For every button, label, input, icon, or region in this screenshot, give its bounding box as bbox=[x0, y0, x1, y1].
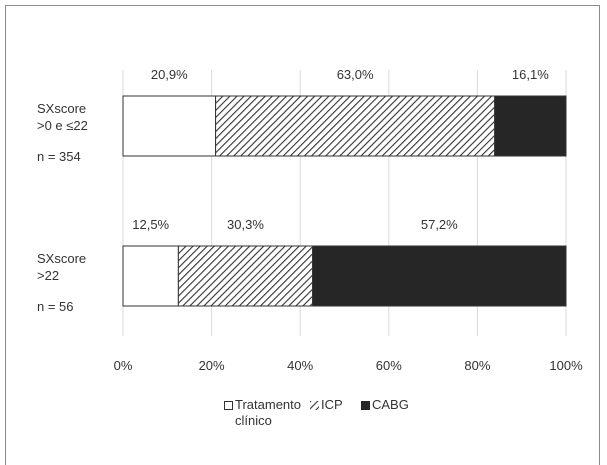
legend-item-icp: ICP bbox=[310, 397, 343, 412]
data-label: 63,0% bbox=[337, 67, 374, 82]
x-tick-label: 100% bbox=[549, 358, 583, 373]
bar-segment bbox=[178, 246, 312, 306]
legend-label-icp: ICP bbox=[321, 397, 343, 412]
x-tick-label: 0% bbox=[114, 358, 133, 373]
x-tick-label: 60% bbox=[376, 358, 402, 373]
bar-segment bbox=[313, 246, 566, 306]
bar-segment bbox=[123, 96, 216, 156]
legend-item-cabg: CABG bbox=[361, 397, 409, 412]
category-n-2: n = 56 bbox=[37, 299, 74, 314]
bar-segment bbox=[216, 96, 495, 156]
x-axis-ticks: 0% 20% 40% 60% 80% 100% bbox=[114, 358, 583, 373]
x-tick-label: 40% bbox=[287, 358, 313, 373]
data-label: 12,5% bbox=[132, 217, 169, 232]
category-n-1: n = 354 bbox=[37, 149, 81, 164]
legend-swatch-hatch bbox=[310, 401, 319, 410]
x-tick-label: 80% bbox=[464, 358, 490, 373]
category-label-1: SXscore >0 e ≤22 bbox=[37, 100, 88, 134]
data-label: 30,3% bbox=[227, 217, 264, 232]
category-label-1-line1: SXscore bbox=[37, 100, 88, 117]
bars bbox=[123, 96, 566, 306]
legend-item-tratamento: Tratamento clínico bbox=[224, 397, 301, 428]
category-label-2-line2: >22 bbox=[37, 267, 86, 284]
legend-label-cabg: CABG bbox=[372, 397, 409, 412]
category-label-2: SXscore >22 bbox=[37, 250, 86, 284]
bar-segment bbox=[495, 96, 566, 156]
bar-segment bbox=[123, 246, 178, 306]
data-label: 57,2% bbox=[421, 217, 458, 232]
data-label: 20,9% bbox=[151, 67, 188, 82]
legend-swatch-solid bbox=[361, 401, 370, 410]
legend-label-tratamento-line2: clínico bbox=[224, 413, 301, 428]
data-label: 16,1% bbox=[512, 67, 549, 82]
category-label-1-line2: >0 e ≤22 bbox=[37, 117, 88, 134]
legend-swatch-outline bbox=[224, 401, 233, 410]
category-label-2-line1: SXscore bbox=[37, 250, 86, 267]
x-tick-label: 20% bbox=[199, 358, 225, 373]
legend-label-tratamento-line1: Tratamento bbox=[235, 397, 301, 412]
